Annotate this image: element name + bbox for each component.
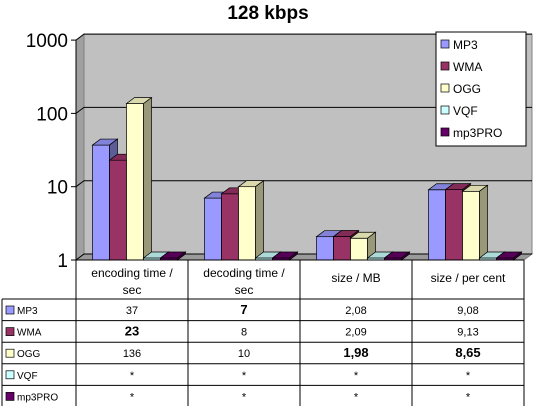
data-label: * (242, 370, 247, 382)
legend-label-OGG: OGG (453, 82, 481, 96)
gridline (75, 180, 532, 188)
bar-front (428, 189, 446, 261)
bar-side (143, 96, 152, 261)
data-label: * (466, 391, 471, 403)
data-label: * (130, 370, 135, 382)
legend-label-mp3PRO: mp3PRO (453, 126, 502, 140)
category-label: sec (235, 283, 254, 297)
data-label: 136 (123, 348, 141, 360)
y-tick-label: 100 (36, 104, 68, 125)
bar-front (333, 236, 351, 261)
bar-front (92, 144, 110, 261)
row-label-OGG: OGG (17, 349, 41, 360)
legend-box (435, 31, 527, 147)
bar-front (204, 197, 222, 261)
bar-front (316, 236, 334, 261)
data-label: 2,08 (345, 305, 366, 317)
data-label: 7 (240, 302, 247, 317)
data-label: * (130, 391, 135, 403)
legend-label-MP3: MP3 (453, 38, 478, 52)
bar-side (255, 179, 264, 261)
legend: MP3 WMA OGG VQF mp3PRO (435, 31, 527, 147)
row-swatch-mp3PRO (5, 392, 15, 401)
bar-front (221, 193, 239, 261)
bar-side (289, 251, 298, 261)
bar-side (513, 251, 522, 261)
bar-OGG-3 (461, 184, 489, 261)
data-label: 23 (125, 324, 139, 339)
legend-swatch-OGG (440, 83, 450, 93)
data-label: 37 (126, 305, 138, 317)
data-label: 8 (241, 327, 247, 339)
data-label: * (466, 370, 471, 382)
bar-mp3PRO-1 (271, 251, 299, 261)
chart-title: 128 kbps (227, 3, 308, 24)
data-label: * (354, 370, 359, 382)
row-label-MP3: MP3 (17, 306, 38, 317)
row-swatch-WMA (5, 327, 15, 336)
bar-side (177, 251, 186, 261)
category-label: size / per cent (431, 271, 506, 285)
bar-side (479, 184, 488, 261)
y-tick-label: 1000 (26, 31, 68, 52)
data-label: 1,98 (343, 345, 368, 360)
row-swatch-VQF (5, 370, 15, 380)
bar-OGG-0 (125, 96, 153, 261)
bar-front (462, 190, 480, 261)
legend-swatch-WMA (440, 61, 450, 71)
category-label: sec (123, 283, 142, 297)
row-swatch-MP3 (5, 305, 15, 315)
category-label: decoding time / (203, 266, 285, 280)
gridline (75, 106, 532, 114)
bar-front (109, 159, 127, 261)
bar-front (238, 186, 256, 261)
bar-mp3PRO-0 (159, 251, 187, 261)
data-label: * (354, 391, 359, 403)
data-table: encoding time / sec decoding time / sec size… (1, 259, 525, 406)
data-label: 2,09 (345, 327, 366, 339)
data-label: 9,13 (457, 327, 478, 339)
category-label: size / MB (331, 271, 380, 285)
legend-label-WMA: WMA (453, 60, 482, 74)
data-label: 9,08 (457, 305, 478, 317)
row-swatch-OGG (5, 348, 15, 358)
data-label: 10 (238, 348, 250, 360)
legend-label-VQF: VQF (453, 104, 478, 118)
bar-front (445, 189, 463, 261)
category-label: encoding time / (91, 266, 173, 280)
row-label-WMA: WMA (17, 328, 42, 339)
data-label: * (242, 391, 247, 403)
bar-side (401, 251, 410, 261)
row-label-VQF: VQF (17, 371, 38, 382)
side-wall (75, 33, 85, 261)
y-tick-label: 10 (47, 178, 68, 199)
plot-area: 1 10 100 1000 (26, 31, 534, 272)
legend-swatch-VQF (440, 105, 450, 115)
row-label-mp3PRO: mp3PRO (17, 392, 58, 403)
bar-mp3PRO-2 (383, 251, 411, 261)
legend-swatch-MP3 (440, 39, 450, 49)
data-label: 8,65 (455, 345, 480, 360)
bar-front (350, 237, 368, 261)
bar-OGG-2 (349, 231, 377, 261)
gridline (75, 33, 532, 41)
y-tick-label: 1 (57, 251, 68, 272)
bar-OGG-1 (237, 179, 265, 261)
bar-front (126, 103, 144, 261)
legend-swatch-mp3PRO (440, 127, 450, 137)
